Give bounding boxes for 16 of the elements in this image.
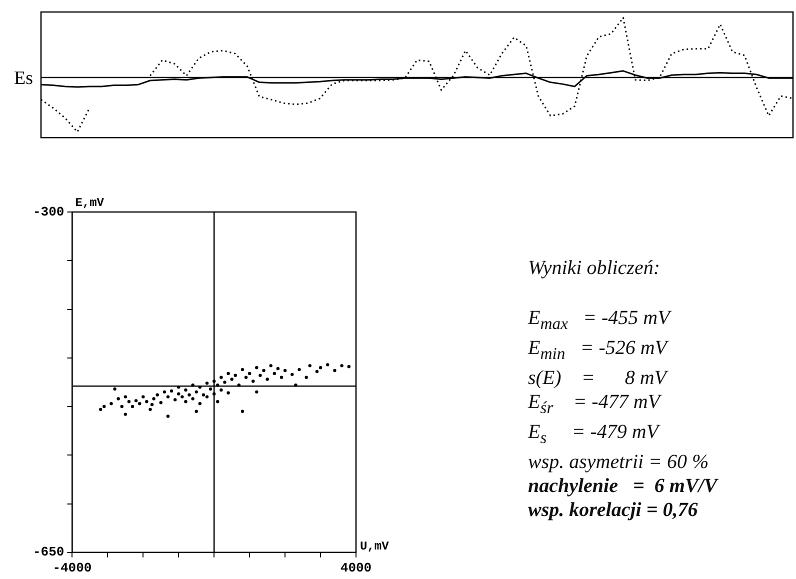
text: Wyniki obliczeń: — [528, 256, 662, 280]
text: E$_{s}$ = -479 mV — [528, 421, 659, 447]
x-axis-title: U,mV — [360, 539, 390, 554]
text: wsp. korelacji = 0,76 — [528, 498, 699, 522]
text: E$_{śr}$ = -477 mV — [528, 391, 660, 417]
y-tick-label: -300 — [32, 204, 64, 220]
y-tick-label: -650 — [32, 544, 64, 560]
y-axis-title: Es — [14, 68, 33, 89]
text: E$_{max}$ = -455 mV — [528, 306, 673, 335]
text: s(E) = 8 mV — [528, 366, 670, 390]
x-tick-label: 4000 — [340, 560, 372, 576]
text: nachylenie = 6 mV/V — [528, 474, 718, 498]
y-axis-title: E,mV — [75, 196, 105, 210]
text: E$_{min}$ = -526 mV — [528, 336, 670, 365]
text: wsp. asymetrii = 60 % — [528, 450, 710, 474]
x-tick-label: -4000 — [52, 560, 92, 576]
